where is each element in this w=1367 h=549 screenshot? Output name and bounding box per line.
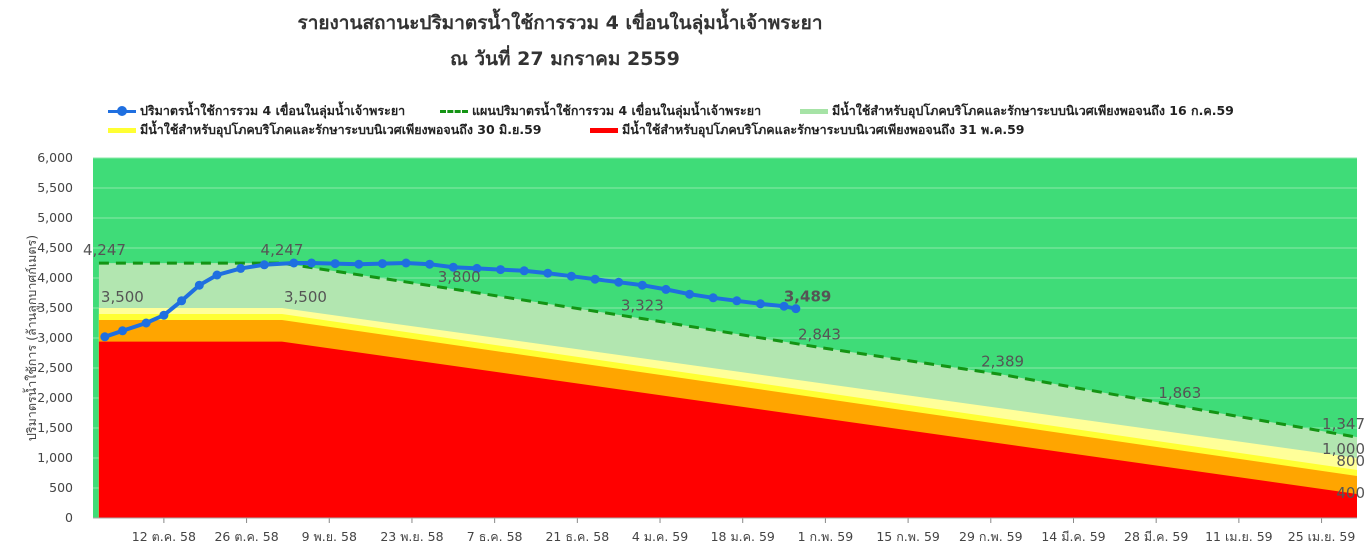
actual-data-point[interactable]: [448, 262, 458, 272]
actual-data-point[interactable]: [259, 260, 269, 270]
actual-data-point[interactable]: [177, 296, 187, 306]
legend-label: มีน้ำใช้สำหรับอุปโภคบริโภคและรักษาระบบนิ…: [622, 122, 1025, 137]
actual-data-point[interactable]: [755, 299, 765, 309]
actual-data-point[interactable]: [791, 304, 801, 314]
y-tick-label: 6,000: [37, 150, 73, 165]
legend-item-actual[interactable]: ปริมาตรน้ำใช้การรวม 4 เขื่อนในลุ่มน้ำเจ้…: [108, 101, 405, 121]
x-tick-label: 12 ต.ค. 58: [132, 529, 196, 544]
actual-data-point[interactable]: [194, 280, 204, 290]
actual-data-point[interactable]: [708, 293, 718, 303]
area-band-31-may: [98, 341, 1358, 518]
actual-data-point[interactable]: [236, 263, 246, 273]
x-tick-label: 9 พ.ย. 58: [302, 529, 357, 544]
plan-series-line: [98, 261, 1358, 439]
actual-data-point[interactable]: [425, 259, 435, 269]
y-tick-label: 3,500: [37, 300, 73, 315]
y-tick-label: 2,500: [37, 360, 73, 375]
x-tick-label: 4 ม.ค. 59: [632, 529, 688, 544]
legend-area-swatch-icon: [108, 123, 136, 137]
actual-data-point[interactable]: [307, 258, 317, 268]
x-tick-label: 26 ต.ค. 58: [214, 529, 278, 544]
legend-area-swatch-icon: [800, 104, 828, 118]
y-tick-label: 0: [65, 510, 73, 525]
actual-data-point[interactable]: [159, 310, 169, 320]
x-tick-label: 29 ก.พ. 59: [959, 529, 1023, 544]
legend-label: มีน้ำใช้สำหรับอุปโภคบริโภคและรักษาระบบนิ…: [832, 103, 1234, 118]
legend-area-swatch-icon: [590, 123, 618, 137]
legend-item-jun[interactable]: มีน้ำใช้สำหรับอุปโภคบริโภคและรักษาระบบนิ…: [108, 120, 541, 140]
chart-title: รายงานสถานะปริมาตรน้ำใช้การรวม 4 เขื่อนใ…: [297, 12, 823, 34]
actual-data-point[interactable]: [543, 268, 553, 278]
data-label: 3,500: [101, 288, 144, 306]
chart-subtitle: ณ วันที่ 27 มกราคม 2559: [450, 48, 680, 70]
actual-data-point[interactable]: [330, 259, 340, 269]
data-label: 4,247: [83, 241, 126, 259]
data-label: 3,500: [284, 288, 327, 306]
actual-data-point[interactable]: [519, 266, 529, 276]
data-label: 2,843: [798, 325, 841, 343]
data-label: 1,863: [1158, 384, 1201, 402]
legend-label: มีน้ำใช้สำหรับอุปโภคบริโภคและรักษาระบบนิ…: [140, 122, 542, 137]
y-tick-label: 3,000: [37, 330, 73, 345]
y-tick-label: 4,000: [37, 270, 73, 285]
x-tick-label: 11 เม.ย. 59: [1205, 529, 1273, 544]
actual-data-point[interactable]: [779, 301, 789, 311]
actual-data-point[interactable]: [118, 326, 128, 336]
legend-item-plan[interactable]: แผนปริมาตรน้ำใช้การรวม 4 เขื่อนในลุ่มน้ำ…: [440, 101, 761, 121]
y-tick-label: 2,000: [37, 390, 73, 405]
data-label: 3,489: [784, 288, 831, 306]
y-axis-label: ปริมาตรน้ำใช้การ (ล้านลูกบาศก์เมตร): [22, 235, 40, 441]
actual-data-point[interactable]: [377, 259, 387, 269]
actual-data-point[interactable]: [100, 332, 110, 342]
actual-data-point[interactable]: [496, 265, 506, 275]
legend-line-dot-icon: [108, 104, 136, 118]
legend-label: แผนปริมาตรน้ำใช้การรวม 4 เขื่อนในลุ่มน้ำ…: [472, 103, 762, 118]
legend-item-jul[interactable]: มีน้ำใช้สำหรับอุปโภคบริโภคและรักษาระบบนิ…: [800, 101, 1234, 121]
data-label: 2,389: [981, 353, 1024, 371]
actual-data-point[interactable]: [566, 271, 576, 281]
y-tick-label: 500: [49, 480, 73, 495]
actual-data-point[interactable]: [401, 258, 411, 268]
y-tick-label: 5,000: [37, 210, 73, 225]
y-tick-label: 5,500: [37, 180, 73, 195]
actual-data-point[interactable]: [685, 289, 695, 299]
actual-data-point[interactable]: [141, 318, 151, 328]
actual-data-point[interactable]: [354, 259, 364, 269]
x-tick-label: 21 ธ.ค. 58: [545, 529, 609, 544]
x-tick-label: 18 ม.ค. 59: [711, 529, 775, 544]
y-tick-label: 1,000: [37, 450, 73, 465]
data-label: 1,347: [1322, 415, 1365, 433]
x-tick-label: 1 ก.พ. 59: [798, 529, 854, 544]
data-label: 400: [1336, 484, 1365, 502]
x-tick-label: 7 ธ.ค. 58: [467, 529, 523, 544]
actual-data-point[interactable]: [732, 296, 742, 306]
data-label: 1,000: [1322, 440, 1365, 458]
legend-item-may[interactable]: มีน้ำใช้สำหรับอุปโภคบริโภคและรักษาระบบนิ…: [590, 120, 1025, 140]
legend-dashed-line-icon: [440, 104, 468, 118]
actual-data-point[interactable]: [614, 277, 624, 287]
actual-data-point[interactable]: [212, 270, 222, 280]
actual-data-point[interactable]: [661, 284, 671, 294]
data-label: 4,247: [261, 241, 304, 259]
data-label: 3,800: [438, 268, 481, 286]
x-tick-label: 15 ก.พ. 59: [876, 529, 940, 544]
x-tick-label: 25 เม.ย. 59: [1288, 529, 1356, 544]
x-tick-label: 23 พ.ย. 58: [380, 529, 443, 544]
y-tick-label: 4,500: [37, 240, 73, 255]
actual-data-point[interactable]: [289, 258, 299, 268]
x-tick-label: 28 มี.ค. 59: [1124, 529, 1188, 544]
legend-label: ปริมาตรน้ำใช้การรวม 4 เขื่อนในลุ่มน้ำเจ้…: [140, 103, 406, 118]
actual-data-point[interactable]: [590, 274, 600, 284]
actual-data-point[interactable]: [472, 263, 482, 273]
actual-data-point[interactable]: [637, 280, 647, 290]
data-label: 800: [1336, 452, 1365, 470]
data-label: 3,323: [621, 297, 664, 315]
x-tick-label: 14 มี.ค. 59: [1041, 529, 1105, 544]
y-tick-label: 1,500: [37, 420, 73, 435]
